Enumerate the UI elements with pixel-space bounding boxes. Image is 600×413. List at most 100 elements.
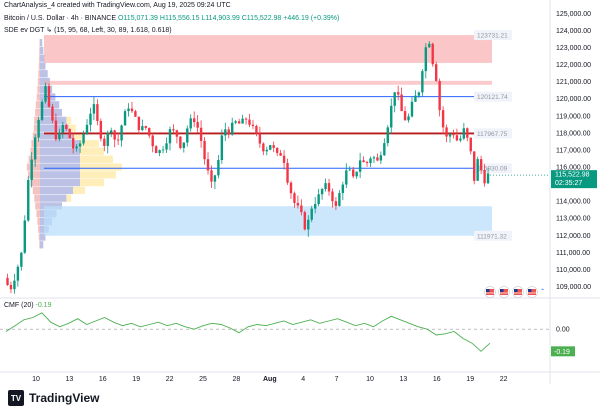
demand-zone (44, 206, 492, 236)
candle-body (486, 173, 490, 184)
candle-body (120, 125, 123, 141)
candle-body (386, 127, 389, 144)
candle-body (424, 47, 428, 72)
candle-body (300, 205, 303, 213)
tradingview-mark-icon: TV (8, 390, 24, 406)
symbol-name[interactable]: Bitcoin / U.S. Dollar · 4h · BINANCE (4, 15, 117, 22)
cmf-axis-zero: 0.00 (556, 327, 570, 334)
candle-body (355, 171, 358, 177)
profile-sell-bar (36, 93, 40, 101)
candle-body (85, 124, 89, 135)
time-tick: 10 (366, 376, 374, 383)
candle-body (327, 183, 331, 192)
profile-bar (40, 155, 80, 163)
candle-body (234, 121, 237, 123)
candle-body (431, 43, 434, 65)
candle-body (168, 129, 172, 144)
price-tick: 116,000.00 (556, 165, 591, 172)
candle-body (369, 158, 372, 164)
candle-body (244, 118, 248, 120)
us-flag-event-icon (512, 286, 524, 298)
candle-body (30, 159, 33, 181)
candle-body (189, 118, 192, 129)
candle-body (186, 128, 189, 143)
price-axis[interactable]: 125,000.00 124,000.00 123,000.00 122,000.00… (551, 11, 597, 291)
candle-body (213, 175, 217, 182)
profile-value-area (80, 171, 116, 179)
profile-sell-bar (28, 171, 40, 179)
candle-body (248, 119, 251, 125)
cmf-legend[interactable]: CMF (20) -0.19 (4, 302, 51, 309)
candle-body (403, 111, 407, 121)
supply-zone (44, 35, 492, 63)
profile-bar (40, 54, 45, 62)
candle-body (99, 120, 103, 139)
event-flags[interactable]: ⌃ (484, 286, 546, 298)
candle-body (227, 129, 230, 135)
candle-body (483, 170, 486, 184)
minor-supply-band (44, 80, 492, 85)
profile-sell-bar (37, 217, 40, 226)
candle-body (148, 127, 151, 136)
time-tick: 19 (132, 376, 140, 383)
candle-body (255, 125, 258, 134)
candle-body (334, 201, 338, 206)
candle-body (365, 162, 369, 164)
candle-body (400, 94, 403, 112)
time-axis[interactable]: 10 13 16 19 22 25 28 Aug 4 7 10 13 16 19 22 (32, 376, 507, 383)
candle-body (130, 108, 134, 112)
indicator-legend[interactable]: SDE ev DGT ↳ (15, 95, 68, Left, 30, 89, … (4, 27, 172, 34)
candle-body (144, 126, 147, 128)
candle-body (206, 159, 210, 171)
profile-sell-bar (38, 225, 40, 233)
candle-body (210, 170, 213, 182)
candle-body (106, 132, 109, 146)
profile-sell-bar (34, 116, 40, 125)
chart-author-line: ChartAnalysis_4 created with TradingView… (4, 2, 231, 9)
candle-body (199, 127, 203, 141)
candle-body (428, 43, 431, 48)
candle-body (40, 101, 44, 120)
candle-body (23, 220, 26, 253)
price-tick: 112,000.00 (556, 233, 591, 240)
candle-body (324, 183, 327, 190)
candle-body (479, 159, 483, 171)
time-tick: 13 (66, 376, 74, 383)
grid (0, 0, 600, 384)
candle-body (376, 157, 379, 161)
cmf-value-tag (551, 346, 575, 357)
time-tick: 10 (32, 376, 40, 383)
profile-sell-bar (39, 46, 40, 55)
candle-body (92, 104, 96, 114)
profile-sell-bar (33, 124, 40, 132)
candle-body (473, 151, 476, 181)
profile-sell-bar (35, 101, 40, 109)
candle-body (154, 146, 158, 154)
candle-body (262, 143, 265, 152)
candle-body (241, 118, 244, 124)
profile-value-area (66, 116, 72, 125)
more-events-icon: ⌃ (540, 288, 545, 295)
time-tick: 16 (433, 376, 441, 383)
candle-body (407, 116, 410, 121)
price-tick: 118,000.00 (556, 130, 591, 137)
current-price-label: 115,522.98 (555, 172, 590, 179)
profile-bar (40, 70, 48, 78)
price-tick: 122,000.00 (556, 62, 591, 69)
profile-sell-bar (38, 233, 40, 241)
candle-body (71, 138, 75, 149)
time-tick: 4 (301, 376, 305, 383)
price-tick: 111,000.00 (556, 250, 590, 257)
candle-body (179, 136, 182, 148)
profile-bar (40, 202, 62, 210)
candle-body (89, 113, 92, 125)
candle-body (362, 160, 365, 163)
profile-bar (40, 194, 67, 202)
profile-bar (40, 186, 73, 195)
cmf-line (5, 312, 491, 352)
candle-body (348, 169, 351, 171)
candle-body (462, 128, 466, 139)
price-tick: 113,000.00 (556, 216, 591, 223)
candle-body (231, 122, 234, 135)
